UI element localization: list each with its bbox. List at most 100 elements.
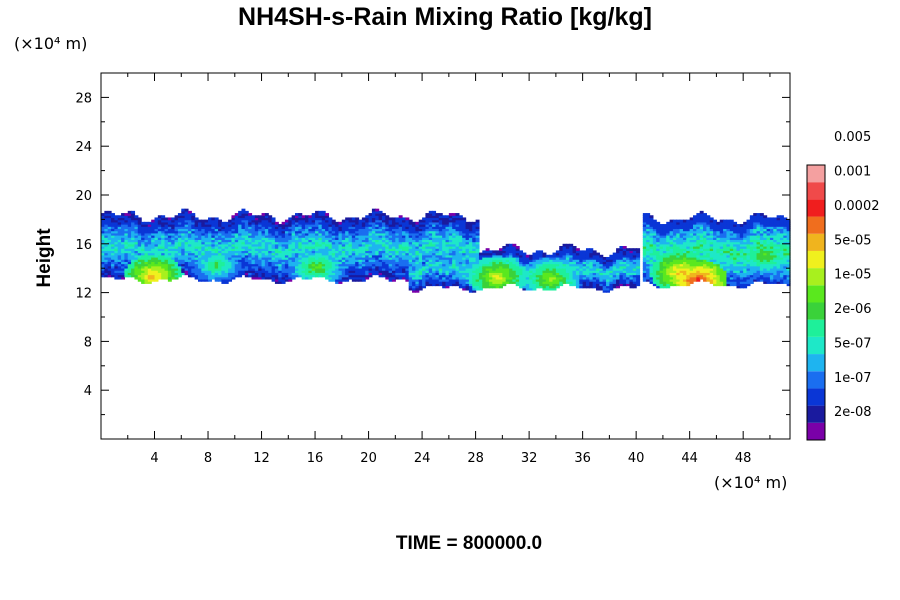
field-cell <box>204 274 209 278</box>
field-cell <box>505 256 510 260</box>
field-cell <box>154 265 159 269</box>
field-cell <box>131 217 136 221</box>
field-cell <box>606 283 610 287</box>
field-cell <box>582 252 587 256</box>
field-cell <box>238 272 243 276</box>
field-cell <box>218 265 223 269</box>
field-cell <box>656 285 661 289</box>
field-cell <box>298 241 303 245</box>
field-cell <box>723 221 728 225</box>
field-cell <box>495 265 500 269</box>
field-cell <box>425 235 430 238</box>
field-cell <box>478 274 483 278</box>
field-cell <box>181 243 186 247</box>
field-cell <box>716 226 721 230</box>
field-cell <box>408 281 413 284</box>
field-cell <box>331 235 336 238</box>
field-cell <box>713 224 718 227</box>
field-cell <box>278 245 283 249</box>
field-cell <box>682 259 687 262</box>
field-cell <box>666 278 671 282</box>
field-cell <box>512 259 517 262</box>
field-cell <box>298 217 303 221</box>
field-cell <box>682 219 687 223</box>
field-cell <box>197 274 202 278</box>
field-cell <box>733 267 738 271</box>
field-cell <box>499 263 503 267</box>
field-cell <box>131 235 136 238</box>
field-cell <box>238 230 243 234</box>
field-cell <box>298 237 303 241</box>
field-cell <box>448 263 453 267</box>
field-cell <box>485 285 490 289</box>
field-cell <box>251 226 256 230</box>
field-cell <box>291 243 296 247</box>
field-cell <box>331 256 336 260</box>
field-cell <box>268 265 273 269</box>
field-cell <box>361 237 366 241</box>
field-cell <box>682 254 687 258</box>
field-cell <box>321 254 326 258</box>
field-cell <box>415 230 420 234</box>
field-cell <box>642 259 647 262</box>
field-cell <box>572 256 577 260</box>
field-cell <box>435 215 440 219</box>
field-cell <box>432 239 437 243</box>
field-cell <box>709 265 714 269</box>
field-cell <box>616 265 621 269</box>
field-cell <box>228 243 233 247</box>
field-cell <box>321 232 326 236</box>
field-cell <box>294 272 299 276</box>
field-cell <box>462 226 467 230</box>
field-cell <box>315 228 320 232</box>
field-cell <box>442 281 447 284</box>
field-cell <box>278 252 283 256</box>
field-cell <box>361 228 366 232</box>
field-cell <box>244 221 249 225</box>
field-cell <box>328 263 333 267</box>
field-cell <box>512 272 517 276</box>
field-cell <box>465 232 470 236</box>
field-cell <box>693 217 697 221</box>
field-cell <box>442 245 447 249</box>
field-cell <box>117 276 122 280</box>
field-cell <box>512 276 517 280</box>
field-cell <box>141 281 146 284</box>
field-cell <box>669 254 674 258</box>
field-cell <box>428 221 433 225</box>
field-cell <box>154 217 159 221</box>
field-cell <box>315 272 320 276</box>
field-cell <box>107 230 112 234</box>
field-cell <box>455 263 460 267</box>
field-cell <box>729 239 734 243</box>
field-cell <box>505 243 510 247</box>
field-cell <box>656 221 661 225</box>
field-cell <box>599 276 604 280</box>
field-cell <box>274 235 279 238</box>
field-cell <box>452 219 457 223</box>
field-cell <box>428 274 433 278</box>
field-cell <box>141 243 146 247</box>
field-cell <box>328 243 333 247</box>
field-cell <box>174 276 179 280</box>
field-cell <box>408 287 413 291</box>
field-cell <box>268 221 273 225</box>
field-cell <box>612 281 617 284</box>
field-cell <box>468 256 473 260</box>
field-cell <box>365 265 370 269</box>
field-cell <box>131 210 136 214</box>
field-cell <box>181 235 186 238</box>
field-cell <box>321 272 326 276</box>
field-cell <box>321 237 326 241</box>
field-cell <box>676 235 681 238</box>
field-cell <box>385 224 390 227</box>
field-cell <box>281 232 286 236</box>
field-cell <box>462 270 467 273</box>
field-cell <box>455 245 460 249</box>
field-cell <box>666 263 671 267</box>
field-cell <box>549 272 554 276</box>
field-cell <box>325 239 330 243</box>
field-cell <box>682 276 687 280</box>
field-cell <box>381 267 386 271</box>
field-cell <box>478 261 483 265</box>
